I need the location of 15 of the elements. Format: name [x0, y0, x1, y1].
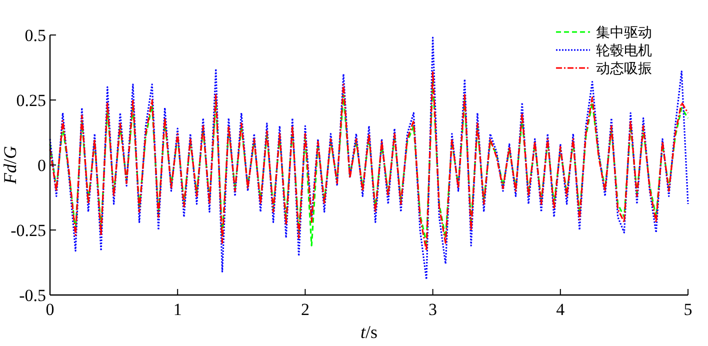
x-tick-label: 3 [428, 300, 438, 319]
legend-label: 集中驱动 [596, 25, 652, 41]
x-tick-label: 2 [300, 300, 310, 319]
x-tick-label: 4 [556, 300, 566, 319]
y-tick-label: 0.25 [16, 91, 46, 110]
y-tick-label: 0 [38, 156, 46, 175]
y-tick-label: 0.5 [24, 26, 46, 45]
x-tick-label: 1 [173, 300, 182, 319]
y-tick-label: -0.25 [10, 221, 46, 240]
x-axis-title: t/s [360, 322, 378, 342]
y-axis-title: Fd/G [0, 146, 20, 186]
x-tick-label: 5 [684, 300, 692, 319]
y-tick-label: -0.5 [19, 286, 46, 305]
legend-label: 轮毂电机 [596, 43, 652, 59]
legend-label: 动态吸振 [596, 61, 652, 77]
